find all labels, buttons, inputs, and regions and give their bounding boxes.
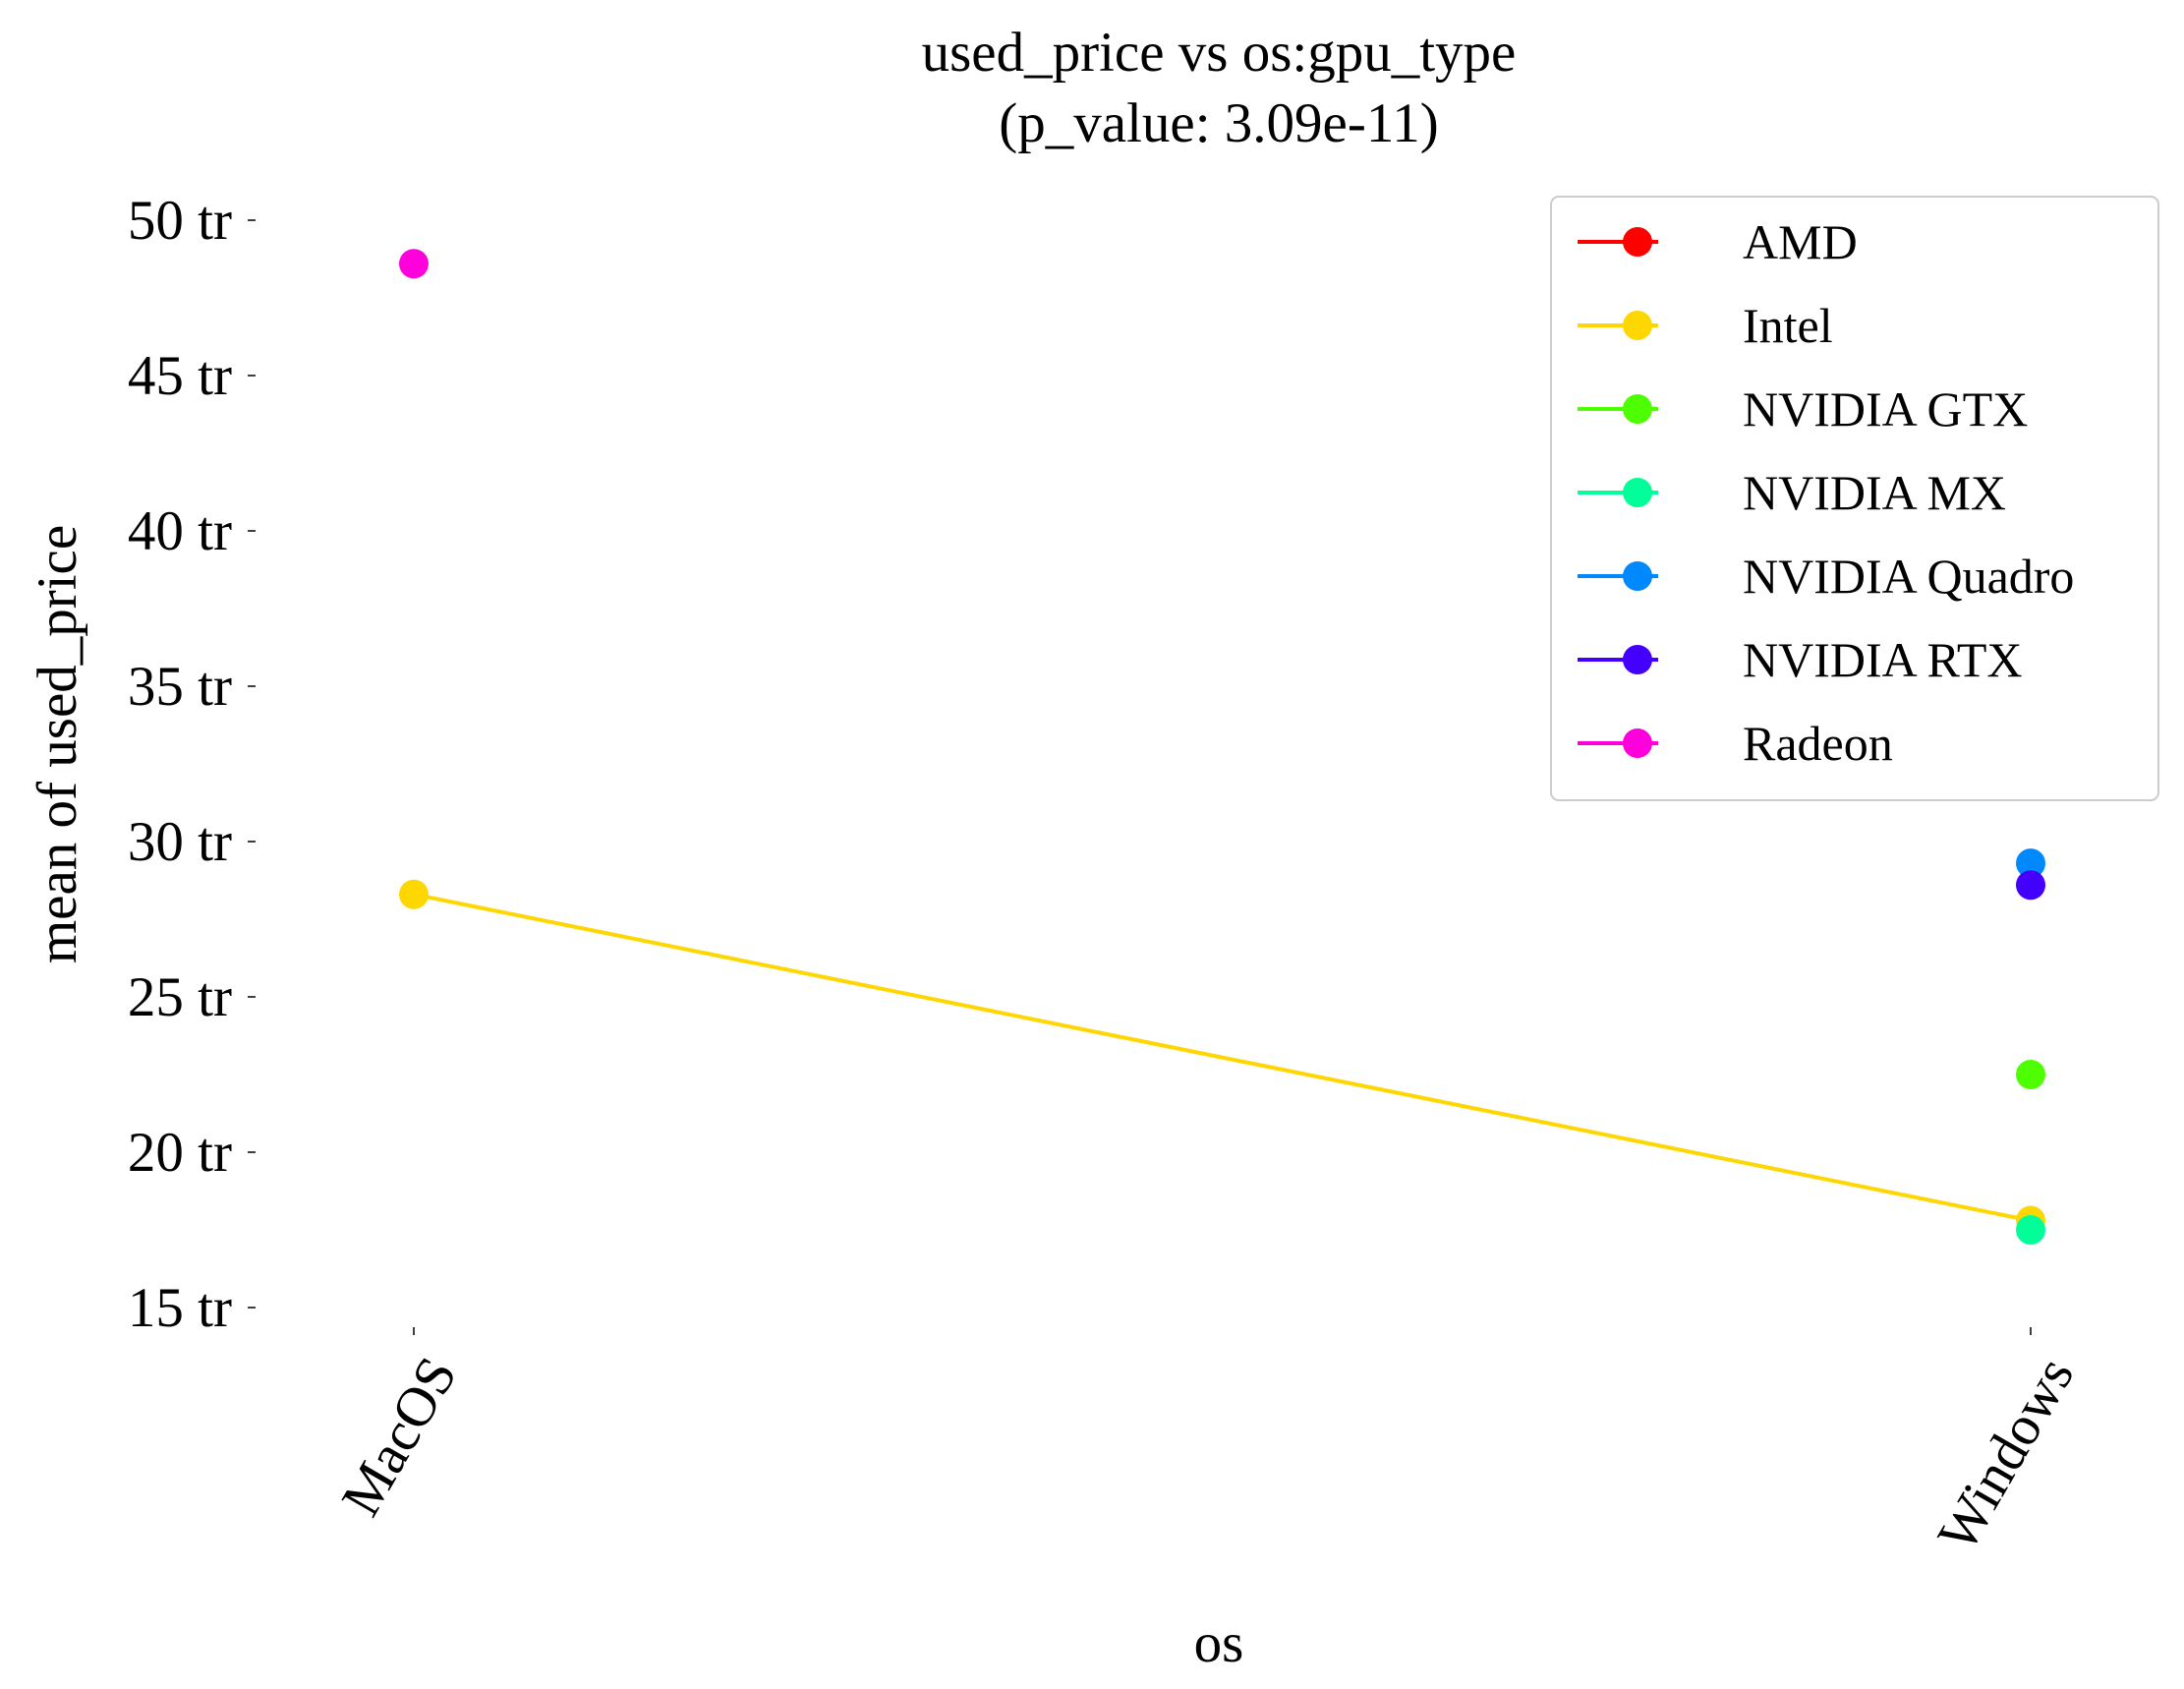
data-point: [399, 879, 429, 909]
legend-swatch-marker: [1623, 561, 1652, 591]
data-point: [2016, 870, 2045, 901]
data-point: [2016, 1060, 2045, 1089]
y-tick-label: 35 tr: [128, 656, 232, 718]
x-axis-label: os: [1194, 1612, 1244, 1674]
legend-label: Intel: [1743, 298, 1833, 353]
y-tick-label: 15 tr: [128, 1277, 232, 1339]
y-tick-label: 50 tr: [128, 190, 232, 252]
x-tick-label: MacOS: [330, 1347, 470, 1526]
legend-label: Radeon: [1743, 716, 1893, 771]
legend-swatch-marker: [1623, 728, 1652, 758]
legend-swatch-marker: [1623, 394, 1652, 424]
legend-frame: [1550, 196, 2159, 801]
legend-label: NVIDIA RTX: [1743, 632, 2022, 687]
legend: AMD Intel NVIDIA GTX NVIDIA MX NVIDIA Quadro…: [1550, 196, 2159, 801]
legend-label: AMD: [1743, 214, 1858, 269]
legend-label: NVIDIA Quadro: [1743, 549, 2074, 604]
plot-lines: [412, 892, 2033, 1223]
plot-points: [399, 249, 2045, 1245]
x-axis: MacOS Windows: [330, 1327, 2087, 1562]
legend-entry: Intel: [1578, 298, 1833, 353]
legend-swatch-marker: [1623, 645, 1652, 674]
y-axis-label: mean of used_price: [27, 525, 88, 963]
legend-entry: NVIDIA Quadro: [1578, 549, 2074, 604]
data-point: [2016, 848, 2045, 879]
chart-title: used_price vs os:gpu_type (p_value: 3.09…: [922, 22, 1517, 154]
legend-entry: NVIDIA GTX: [1578, 381, 2028, 437]
legend-entry: Radeon: [1578, 716, 1893, 771]
legend-swatch-marker: [1623, 311, 1652, 340]
series-line: [412, 892, 2033, 1223]
chart-subtitle: (p_value: 3.09e-11): [999, 92, 1438, 154]
legend-swatch-marker: [1623, 478, 1652, 507]
legend-entry: NVIDIA RTX: [1578, 632, 2022, 687]
legend-label: NVIDIA GTX: [1743, 381, 2028, 437]
y-tick-label: 45 tr: [128, 345, 232, 407]
y-tick-label: 20 tr: [128, 1122, 232, 1184]
y-tick-label: 40 tr: [128, 500, 232, 562]
legend-label: NVIDIA MX: [1743, 465, 2006, 520]
x-tick-label: Windows: [1926, 1347, 2087, 1562]
chart-title-line: used_price vs os:gpu_type: [922, 22, 1517, 84]
legend-swatch-marker: [1623, 227, 1652, 257]
y-tick-label: 25 tr: [128, 966, 232, 1028]
legend-entry: NVIDIA MX: [1578, 465, 2006, 520]
y-tick-label: 30 tr: [128, 811, 232, 873]
legend-entry: AMD: [1578, 214, 1858, 269]
data-point: [2016, 1215, 2045, 1245]
y-axis: 15 tr 20 tr 25 tr 30 tr 35 tr 40 tr 45 tr 50 tr: [128, 190, 256, 1339]
data-point: [399, 249, 429, 279]
